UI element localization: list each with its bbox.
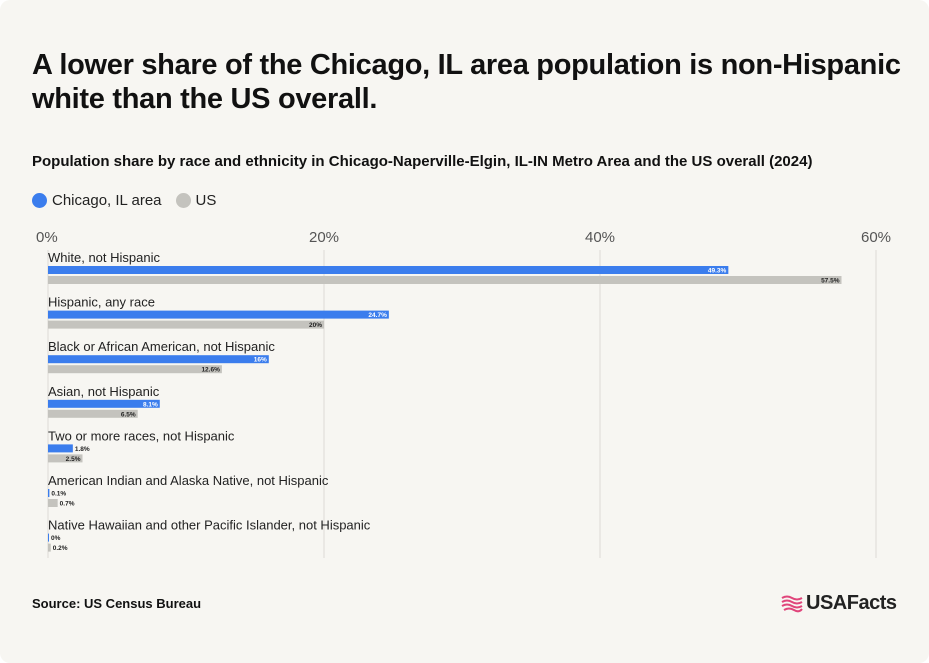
data-label-chicago: 1.8% [75,446,90,453]
data-label-us: 0.7% [60,501,75,508]
bar-us [48,320,324,329]
category-label: American Indian and Alaska Native, not H… [48,473,329,488]
flag-icon [781,595,803,612]
data-label-chicago: 49.3% [708,268,727,275]
brand-name: USAFacts [806,592,897,614]
bar-chicago [48,444,73,453]
data-label-chicago: 0% [51,535,61,542]
category-label: Native Hawaiian and other Pacific Island… [48,518,371,533]
bar-us [48,365,222,374]
bar-us [48,499,58,507]
category-label: Asian, not Hispanic [48,384,160,399]
category-label: Hispanic, any race [48,295,155,310]
source-note: Source: US Census Bureau [32,596,202,611]
data-label-us: 12.6% [201,367,220,374]
data-label-us: 2.5% [66,456,81,463]
bar-chart: 0% 20% 40% 60% White, not Hispanic 49.3% 57.5%… [36,229,891,558]
legend-label-us: US [195,192,217,209]
category-label: Two or more races, not Hispanic [48,428,235,443]
category-label: Black or African American, not Hispanic [48,339,275,354]
data-label-chicago: 0.1% [51,491,66,498]
bar-chicago [48,489,50,497]
usafacts-logo: USAFacts [780,592,897,615]
bar-us [48,409,138,418]
legend-item-chicago: Chicago, IL area [32,192,162,209]
bar-chicago [48,310,389,319]
chart-subtitle: Population share by race and ethnicity i… [32,153,813,170]
bar-us [48,543,51,552]
x-tick-label: 20% [309,229,339,246]
x-tick-label: 40% [585,229,615,246]
data-label-us: 57.5% [821,278,840,285]
legend-swatch-chicago [32,193,47,208]
data-label-chicago: 8.1% [143,401,158,408]
legend-label-chicago: Chicago, IL area [52,192,162,209]
legend-item-us: US [175,192,217,209]
chart-title: A lower share of the Chicago, IL area po… [32,49,901,115]
data-label-chicago: 24.7% [368,312,387,319]
bar-chicago [48,355,269,364]
bar-chicago [48,266,729,274]
data-label-us: 6.5% [121,411,136,418]
x-tick-label: 0% [36,229,58,246]
category-label: White, not Hispanic [48,250,160,265]
legend: Chicago, IL area US [32,192,230,209]
x-tick-label: 60% [861,229,891,246]
data-label-us: 20% [309,322,322,329]
bar-chicago [48,399,160,408]
legend-swatch-us [175,193,191,208]
bar-chicago [48,533,49,542]
bar-us [48,276,842,284]
bar-us [48,454,83,463]
data-label-us: 0.2% [53,545,68,552]
data-label-chicago: 16% [254,357,267,364]
